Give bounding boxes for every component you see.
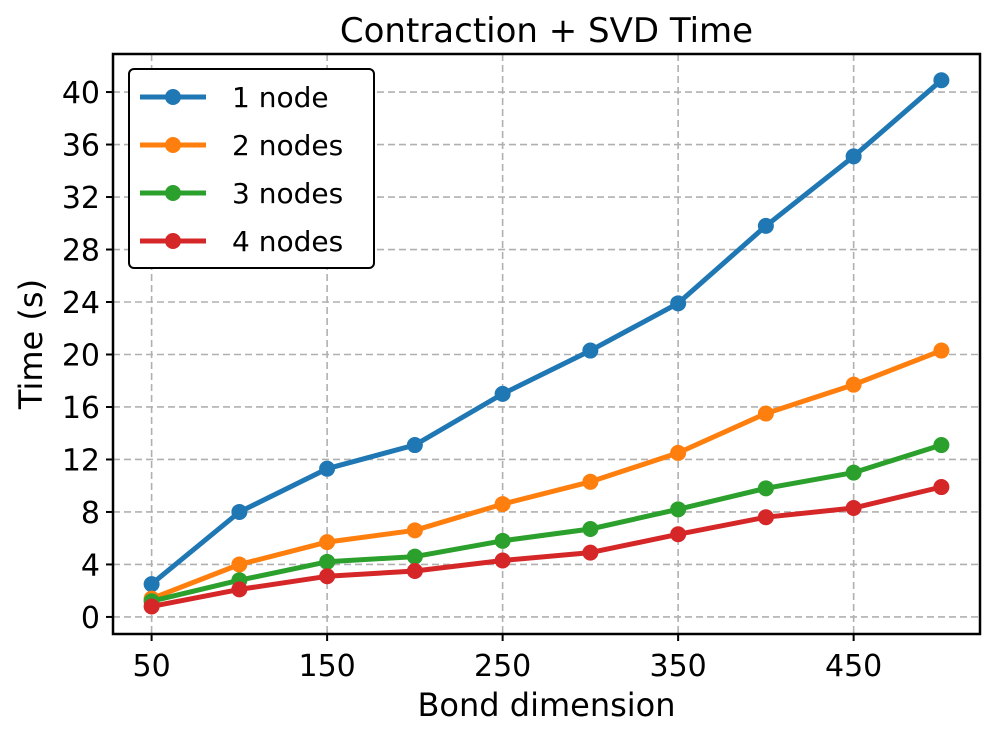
legend: 1 node 2 nodes 3 nodes 4 nodes <box>128 68 375 269</box>
x-tick-label: 250 <box>474 649 531 684</box>
y-axis: 0 4 8 12 16 20 24 28 32 36 40 <box>62 76 113 636</box>
y-tick-label: 16 <box>62 391 100 426</box>
y-tick-label: 20 <box>62 338 100 373</box>
legend-entry: 2 nodes <box>140 129 343 162</box>
legend-marker <box>165 89 181 105</box>
data-point <box>406 548 423 565</box>
series-line <box>149 484 944 609</box>
data-point <box>231 581 248 598</box>
chart-title: Contraction + SVD Time <box>340 11 753 51</box>
y-tick-label: 36 <box>62 129 100 164</box>
legend-box <box>128 68 375 269</box>
data-point <box>757 217 774 234</box>
x-tick-label: 350 <box>649 649 706 684</box>
legend-marker <box>165 233 181 249</box>
data-point <box>757 480 774 497</box>
data-point <box>757 509 774 526</box>
y-tick-label: 12 <box>62 443 100 478</box>
data-point <box>845 500 862 517</box>
legend-entry: 4 nodes <box>140 225 343 258</box>
series-4 <box>143 479 950 615</box>
data-point <box>406 437 423 454</box>
legend-label: 1 node <box>232 81 329 114</box>
data-point <box>670 526 687 543</box>
data-point <box>670 295 687 312</box>
x-tick-label: 450 <box>825 649 882 684</box>
x-tick-label: 150 <box>298 649 355 684</box>
legend-label: 4 nodes <box>232 225 343 258</box>
data-point <box>494 532 511 549</box>
data-point <box>670 501 687 518</box>
data-point <box>670 444 687 461</box>
series-1 <box>143 72 950 593</box>
y-tick-label: 24 <box>62 286 100 321</box>
series-line <box>149 348 944 602</box>
data-point <box>231 503 248 520</box>
data-point <box>319 460 336 477</box>
y-tick-label: 8 <box>81 496 100 531</box>
x-axis-title: Bond dimension <box>417 686 675 724</box>
data-point <box>319 568 336 585</box>
data-point <box>582 544 599 561</box>
y-tick-label: 28 <box>62 234 100 269</box>
data-point <box>845 148 862 165</box>
data-point <box>494 385 511 402</box>
data-point <box>494 496 511 513</box>
y-axis-title: Time (s) <box>12 279 50 410</box>
data-point <box>406 563 423 580</box>
data-point <box>757 405 774 422</box>
legend-label: 3 nodes <box>232 177 343 210</box>
data-point <box>582 521 599 538</box>
data-point <box>845 376 862 393</box>
y-tick-label: 4 <box>81 548 100 583</box>
data-point <box>319 534 336 551</box>
data-point <box>933 72 950 89</box>
legend-marker <box>165 185 181 201</box>
data-point <box>406 522 423 539</box>
data-point <box>143 598 160 615</box>
data-point <box>319 553 336 570</box>
data-point <box>494 552 511 569</box>
data-point <box>582 473 599 490</box>
legend-entry: 1 node <box>140 81 329 114</box>
series-layer <box>143 72 950 615</box>
legend-marker <box>165 137 181 153</box>
data-point <box>933 479 950 496</box>
y-tick-label: 0 <box>81 601 100 636</box>
data-point <box>582 342 599 359</box>
legend-entry: 3 nodes <box>140 177 343 210</box>
data-point <box>845 464 862 481</box>
legend-label: 2 nodes <box>232 129 343 162</box>
y-tick-label: 32 <box>62 181 100 216</box>
data-point <box>933 342 950 359</box>
x-tick-label: 50 <box>133 649 171 684</box>
series-line <box>149 442 944 604</box>
data-point <box>933 437 950 454</box>
y-tick-label: 40 <box>62 76 100 111</box>
series-line <box>149 77 944 587</box>
data-point <box>231 556 248 573</box>
plot-frame <box>111 52 982 636</box>
data-point <box>143 576 160 593</box>
x-axis: 50 150 250 350 450 <box>133 634 882 684</box>
